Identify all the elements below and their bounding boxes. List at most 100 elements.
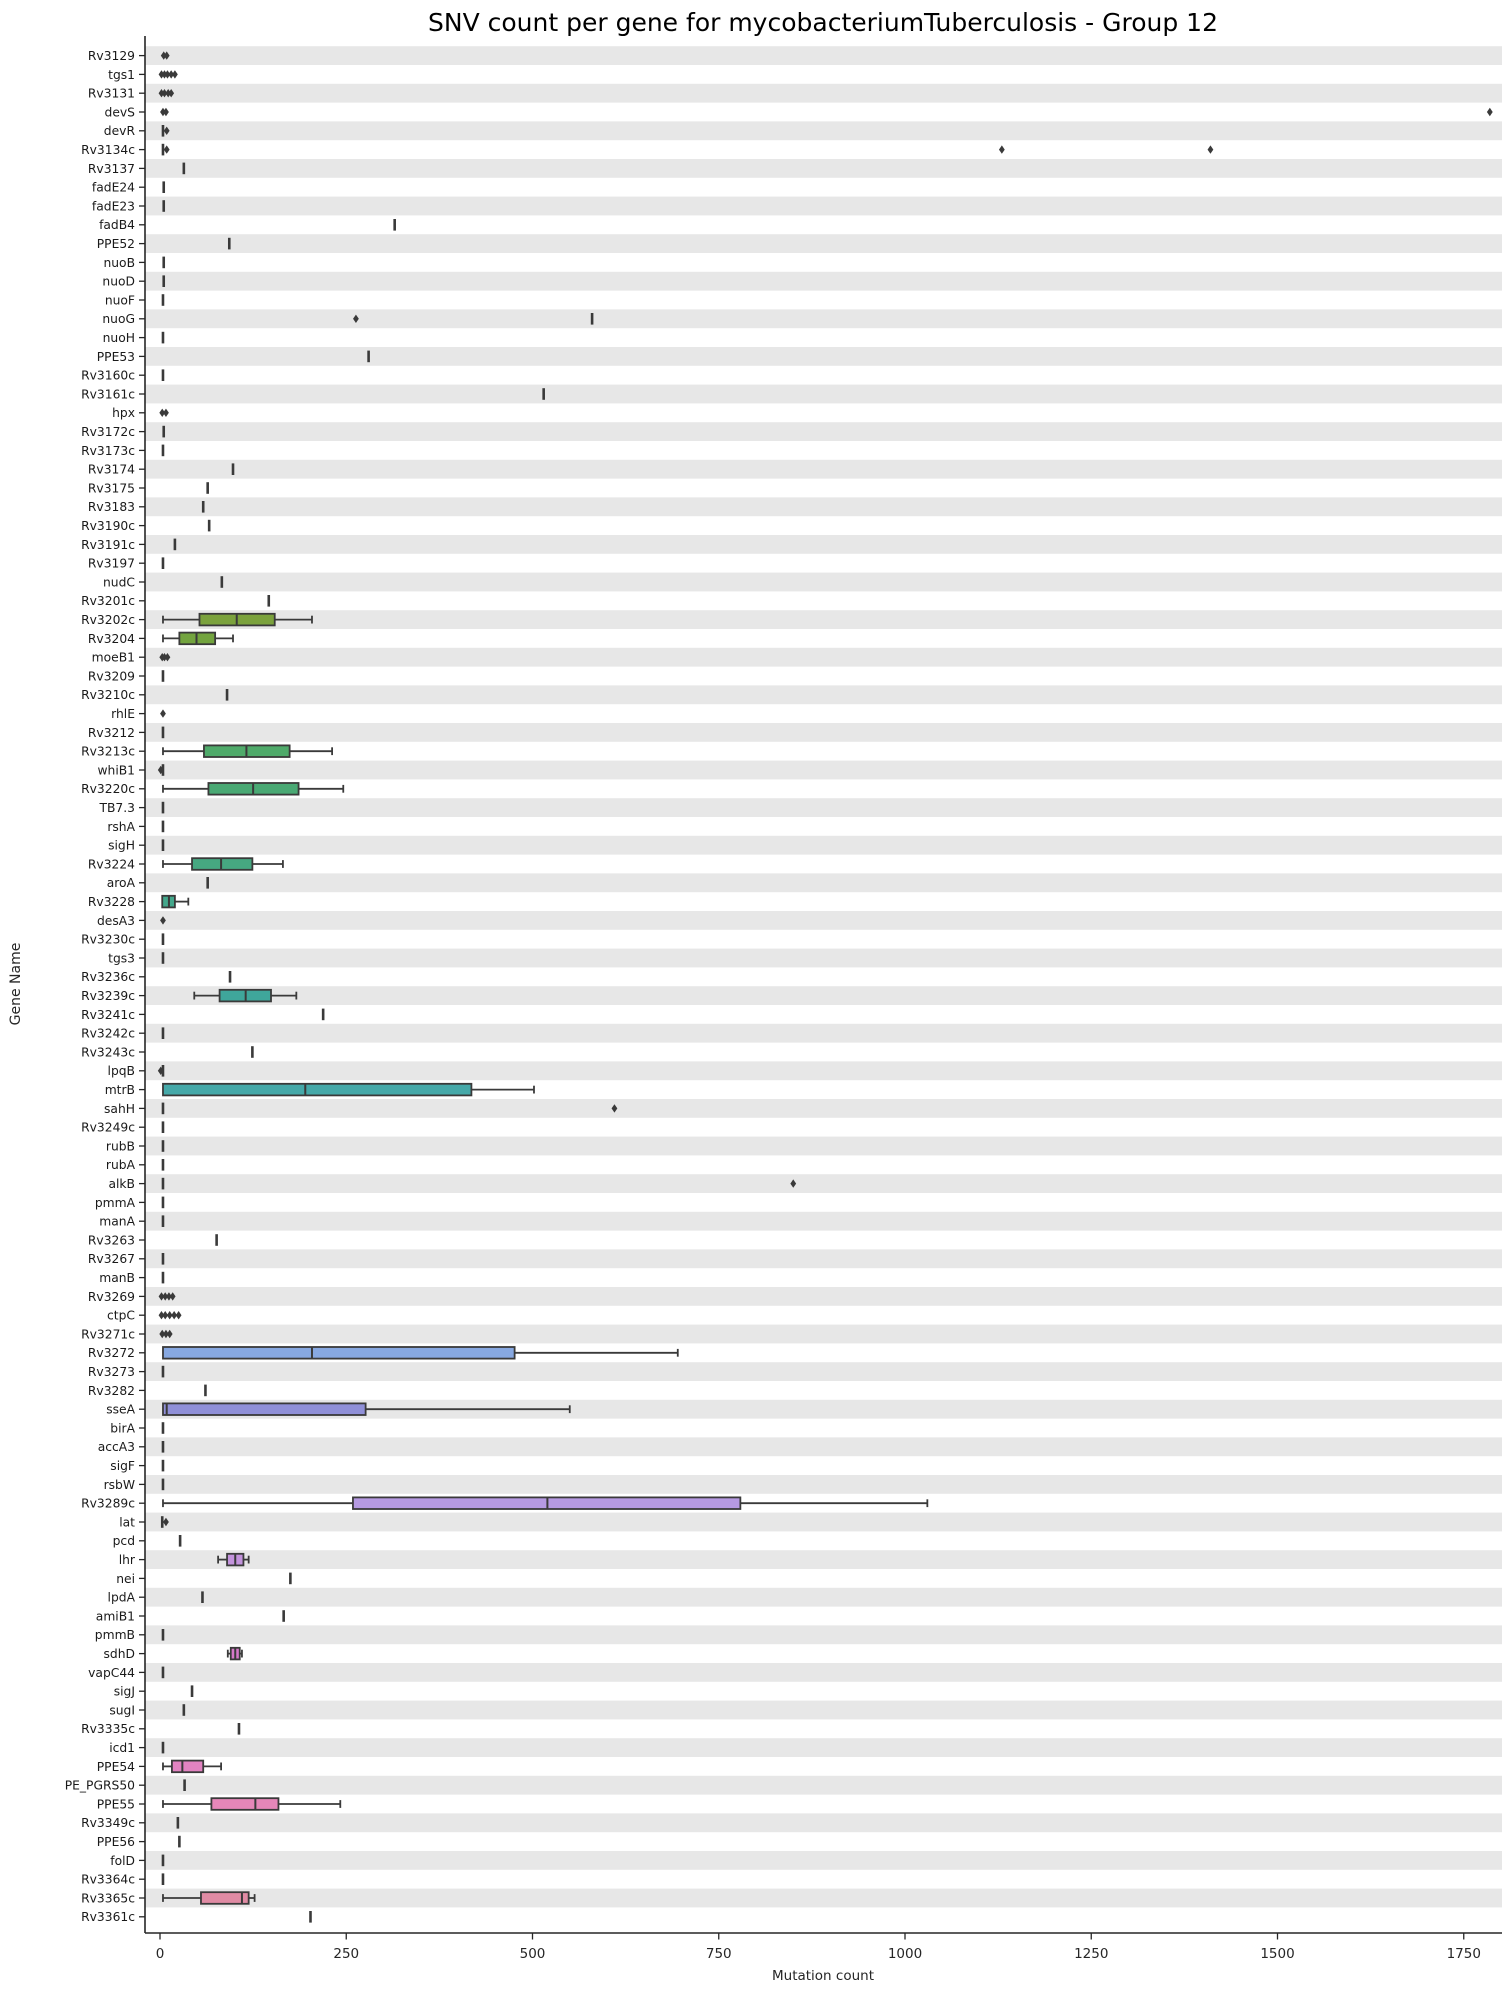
gene-tick-label: Rv3210c [81,688,135,702]
outlier-diamond [158,70,165,79]
outlier-diamond [169,1292,176,1301]
outlier-diamond [161,70,168,79]
single-value-line [161,1102,165,1115]
gene-tick-label: Rv3282 [88,1384,135,1398]
gene-tick-label: PPE54 [97,1760,135,1774]
row-band [145,497,1502,517]
gene-tick-label: Rv3161c [81,387,135,401]
single-value-line [160,1516,164,1528]
gene-tick-label: rhlE [111,707,135,721]
gene-tick-label: Rv3134c [81,143,135,157]
single-value-line [161,933,165,945]
outlier-diamond [163,126,170,135]
gene-tick-label: sdhD [104,1647,135,1661]
box [162,1402,367,1416]
row-band [145,873,1502,893]
single-value-line [161,1027,165,1039]
single-value-line [183,1779,186,1791]
gene-tick-label: sigF [110,1459,135,1473]
x-tick-label: 250 [333,1946,359,1962]
gene-tick-label: rubB [106,1139,135,1153]
single-value-line [201,501,205,513]
single-value-line [220,576,224,588]
gene-tick-label: PE_PGRS50 [65,1779,135,1793]
chart-title: SNV count per gene for mycobacteriumTube… [428,8,1218,37]
outlier-diamond [166,1329,173,1339]
row-band [145,347,1502,366]
gene-tick-label: Rv3241c [81,1008,135,1022]
outlier-diamond [160,916,166,925]
single-value-line [321,1008,325,1021]
outlier-diamond [163,107,169,117]
box [200,1891,250,1905]
gene-tick-label: Rv3220c [81,782,135,796]
gene-tick-label: Rv3129 [88,49,135,63]
gene-tick-label: Rv3197 [88,557,135,571]
row-band [145,685,1502,705]
single-value-line [162,200,166,212]
gene-tick-label: Rv3349c [81,1816,135,1830]
single-value-line [161,1215,165,1227]
gene-tick-label: Rv3269 [88,1290,135,1304]
row-band [145,1399,1502,1419]
row-band [145,271,1502,291]
gene-tick-label: devS [105,105,136,119]
gene-tick-label: Rv3201c [81,594,135,608]
row-band [145,1249,1502,1269]
row-band [145,384,1502,404]
row-band [145,46,1502,65]
x-tick-label: 1500 [1260,1946,1294,1962]
x-tick-label: 1000 [888,1946,922,1962]
box [191,857,254,871]
row-band [145,1775,1502,1795]
box [210,1797,280,1811]
row-band [145,1136,1502,1156]
gene-tick-label: alkB [108,1177,135,1191]
outlier-diamond [790,1179,797,1188]
y-axis-label: Gene Name [8,943,24,1026]
gene-tick-label: Rv3160c [81,369,135,383]
gene-tick-label: folD [110,1854,135,1868]
gene-tick-label: pmmA [95,1196,136,1210]
outlier-diamond [158,1311,165,1320]
single-value-line [227,237,231,250]
row-band [145,1625,1502,1645]
outlier-diamond [163,1329,169,1339]
row-band [145,1211,1502,1231]
gene-tick-label: fadE23 [92,199,135,213]
outlier-diamond [160,107,166,117]
row-band [145,911,1502,930]
row-band [145,1324,1502,1344]
gene-tick-label: nuoF [105,293,135,307]
gene-tick-label: Rv3202c [81,613,135,627]
gene-tick-label: nuoH [103,331,135,345]
single-value-line [161,369,165,381]
outlier-diamond [168,70,175,79]
row-band [145,948,1502,968]
outlier-diamond [159,1329,166,1339]
outlier-diamond [172,70,178,79]
outlier-diamond [171,1311,178,1320]
gene-tick-label: amiB1 [96,1609,135,1623]
single-value-line [251,1046,254,1058]
outlier-diamond [161,89,168,98]
gene-tick-label: sseA [106,1403,135,1417]
gene-tick-label: sigJ [114,1685,135,1699]
gene-tick-label: Rv3172c [81,425,135,439]
row-band [145,1888,1502,1908]
outlier-diamond [353,314,359,323]
gene-tick-label: sugI [109,1703,135,1717]
gene-tick-label: Rv3213c [81,745,135,759]
single-value-line [162,181,166,193]
gene-tick-label: Rv3230c [81,933,135,947]
single-value-line [161,820,165,833]
outlier-diamond [166,1311,173,1320]
outlier-diamond [1207,145,1214,154]
row-band [145,535,1502,554]
row-band [145,572,1502,592]
gene-tick-label: aroA [107,876,136,890]
gene-tick-label: nuoD [102,275,135,289]
gene-tick-label: rubA [106,1158,136,1172]
